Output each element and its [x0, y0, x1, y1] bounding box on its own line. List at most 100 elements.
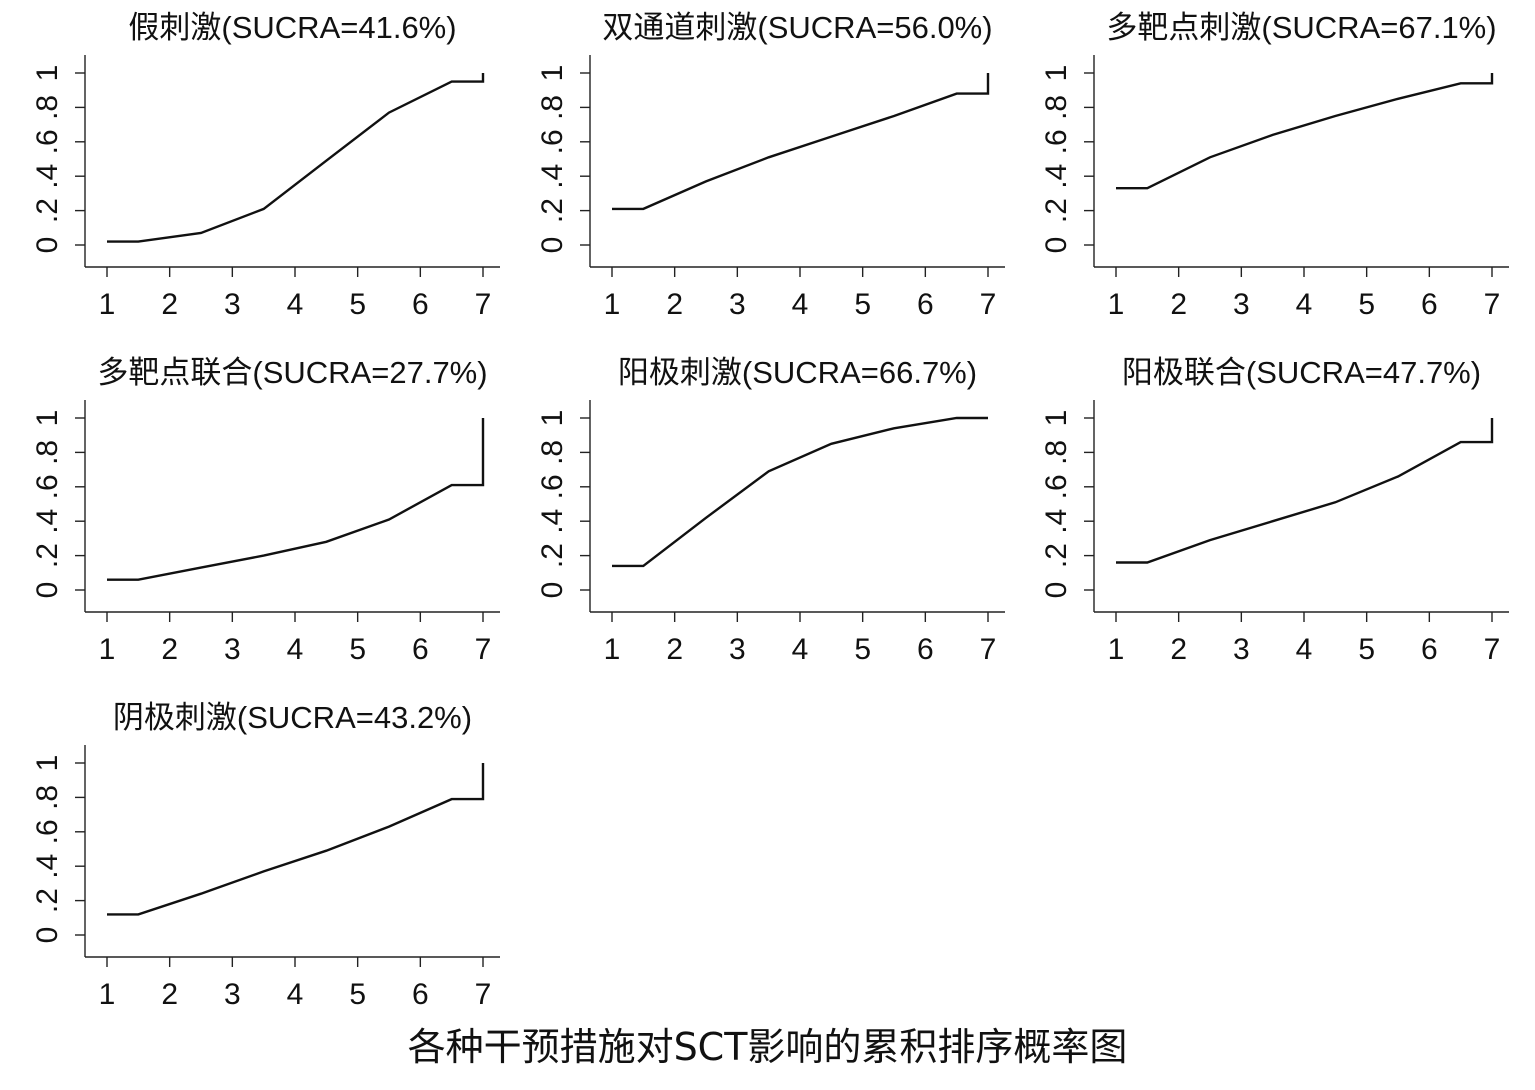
y-tick-label: .2: [536, 198, 569, 223]
y-tick-label: .2: [31, 198, 64, 223]
x-tick-label: 5: [854, 288, 871, 321]
x-tick-label: 3: [1233, 288, 1250, 321]
x-tick-label: 2: [161, 978, 178, 1011]
y-tick-label: .8: [31, 785, 64, 810]
chart-title: 阳极刺激(SUCRA=66.7%): [618, 355, 977, 390]
x-tick-label: 5: [349, 978, 366, 1011]
x-tick-label: 4: [1296, 288, 1313, 321]
series-line: [1116, 418, 1494, 564]
x-tick-label: 6: [412, 978, 429, 1011]
chart-title: 多靶点联合(SUCRA=27.7%): [97, 355, 487, 390]
y-tick-label: .8: [31, 440, 64, 465]
x-tick-label: 7: [1484, 288, 1501, 321]
x-tick-label: 6: [917, 288, 934, 321]
x-tick-label: 4: [287, 978, 304, 1011]
y-tick-label: 0: [31, 582, 64, 599]
x-tick-label: 3: [729, 633, 746, 666]
chart-panel: 阴极刺激(SUCRA=43.2%) 1 2 3 4 5 6 7 0 .2 .4 .6 .8 1: [31, 700, 500, 1011]
y-tick-label: .4: [1040, 509, 1073, 534]
y-tick-label: .6: [31, 474, 64, 499]
x-tick-label: 4: [792, 633, 809, 666]
chart-title: 阳极联合(SUCRA=47.7%): [1122, 355, 1481, 390]
x-tick-label: 4: [1296, 633, 1313, 666]
chart-panel: 阳极刺激(SUCRA=66.7%) 1 2 3 4 5 6 7 0 .2 .4 .6 .8 1: [536, 355, 1005, 666]
chart-panel: 假刺激(SUCRA=41.6%) 1 2 3 4 5 6 7 0 .2 .4 .6 .8 1: [31, 10, 500, 321]
y-tick-label: .8: [1040, 95, 1073, 120]
y-tick-label: .2: [31, 888, 64, 913]
x-tick-label: 2: [1170, 633, 1187, 666]
y-tick-label: .8: [536, 440, 569, 465]
x-tick-label: 2: [666, 633, 683, 666]
series-line: [107, 763, 485, 916]
y-tick-label: .6: [1040, 474, 1073, 499]
y-tick-label: 1: [1040, 65, 1073, 82]
x-tick-label: 1: [99, 978, 116, 1011]
x-tick-label: 1: [1108, 288, 1125, 321]
y-tick-label: 1: [536, 410, 569, 427]
chart-title: 多靶点刺激(SUCRA=67.1%): [1106, 10, 1496, 45]
series-line: [107, 418, 485, 581]
x-tick-label: 5: [854, 633, 871, 666]
x-tick-label: 2: [161, 633, 178, 666]
x-tick-label: 4: [792, 288, 809, 321]
chart-panel: 阳极联合(SUCRA=47.7%) 1 2 3 4 5 6 7 0 .2 .4 .6 .8 1: [1040, 355, 1509, 666]
y-tick-label: .4: [31, 854, 64, 879]
x-tick-label: 5: [1358, 288, 1375, 321]
y-tick-label: .4: [536, 164, 569, 189]
x-tick-label: 1: [604, 633, 621, 666]
y-tick-label: 0: [1040, 237, 1073, 254]
y-tick-label: .2: [1040, 543, 1073, 568]
y-tick-label: .6: [31, 129, 64, 154]
y-tick-label: .2: [536, 543, 569, 568]
chart-title: 阴极刺激(SUCRA=43.2%): [113, 700, 472, 735]
y-tick-label: 1: [31, 755, 64, 772]
x-tick-label: 7: [475, 633, 492, 666]
y-tick-label: .4: [31, 164, 64, 189]
y-tick-label: .4: [31, 509, 64, 534]
y-tick-label: .6: [536, 474, 569, 499]
chart-panel: 多靶点刺激(SUCRA=67.1%) 1 2 3 4 5 6 7 0 .2 .4 .6 .8 1: [1040, 10, 1509, 321]
y-tick-label: 0: [31, 237, 64, 254]
chart-panel: 多靶点联合(SUCRA=27.7%) 1 2 3 4 5 6 7 0 .2 .4 .6 .8 1: [31, 355, 500, 666]
series-line: [107, 73, 485, 243]
x-tick-label: 5: [349, 288, 366, 321]
series-line: [612, 416, 988, 568]
figure-caption: 各种干预措施对SCT影响的累积排序概率图: [407, 1025, 1128, 1069]
x-tick-label: 2: [1170, 288, 1187, 321]
y-tick-label: .6: [1040, 129, 1073, 154]
x-tick-label: 3: [1233, 633, 1250, 666]
chart-title: 假刺激(SUCRA=41.6%): [128, 10, 456, 45]
x-tick-label: 6: [917, 633, 934, 666]
y-tick-label: 0: [536, 582, 569, 599]
x-tick-label: 4: [287, 633, 304, 666]
y-tick-label: .8: [1040, 440, 1073, 465]
y-tick-label: .2: [31, 543, 64, 568]
x-tick-label: 1: [99, 288, 116, 321]
x-tick-label: 4: [287, 288, 304, 321]
chart-title: 双通道刺激(SUCRA=56.0%): [602, 10, 992, 45]
x-tick-label: 3: [729, 288, 746, 321]
x-tick-label: 1: [99, 633, 116, 666]
x-tick-label: 6: [412, 633, 429, 666]
x-tick-label: 7: [980, 288, 997, 321]
y-tick-label: .6: [536, 129, 569, 154]
x-tick-label: 2: [666, 288, 683, 321]
y-tick-label: .8: [31, 95, 64, 120]
x-tick-label: 1: [1108, 633, 1125, 666]
y-tick-label: 0: [31, 927, 64, 944]
y-tick-label: .4: [536, 509, 569, 534]
x-tick-label: 7: [980, 633, 997, 666]
x-tick-label: 7: [475, 288, 492, 321]
x-tick-label: 1: [604, 288, 621, 321]
series-line: [1116, 73, 1494, 190]
y-tick-label: .4: [1040, 164, 1073, 189]
x-tick-label: 6: [1421, 633, 1438, 666]
y-tick-label: 0: [536, 237, 569, 254]
y-tick-label: .2: [1040, 198, 1073, 223]
series-line: [612, 73, 990, 211]
x-tick-label: 6: [1421, 288, 1438, 321]
y-tick-label: 1: [31, 410, 64, 427]
x-tick-label: 7: [475, 978, 492, 1011]
